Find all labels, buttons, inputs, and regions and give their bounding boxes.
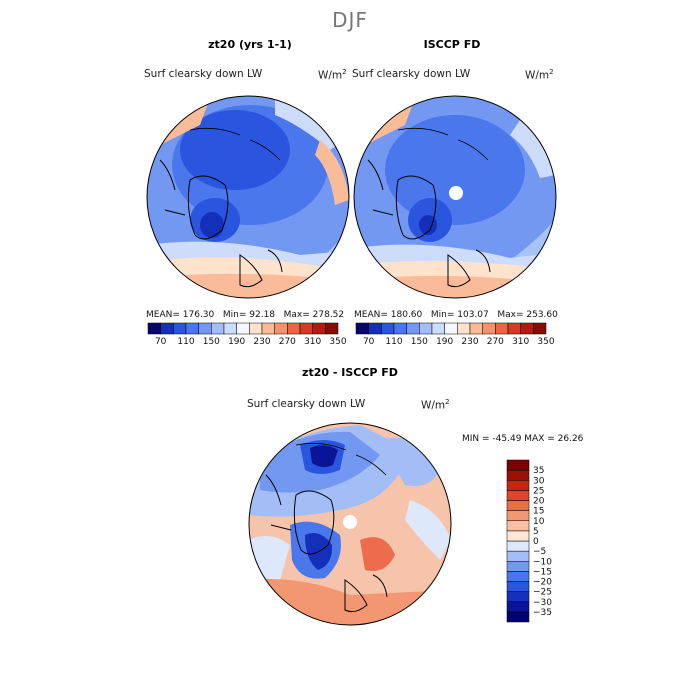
colorbar-3-tick-label: −10 [533, 557, 552, 567]
panel-2-title: ISCCP FD [423, 38, 481, 51]
colorbar-2-swatch [495, 322, 509, 335]
colorbar-1-swatch [236, 322, 250, 335]
colorbar-2-swatch [355, 322, 369, 335]
colorbar-3-swatch [506, 561, 530, 572]
colorbar-1-swatch [160, 322, 174, 335]
colorbar-1-swatch [198, 322, 212, 335]
colorbar-3-tick-label: −20 [533, 578, 552, 588]
colorbar-2-tick-label: 310 [512, 337, 529, 347]
colorbar-1-swatch [325, 322, 339, 335]
colorbar-3-tick-label: −35 [533, 608, 552, 618]
colorbar-2-swatch [368, 322, 382, 335]
colorbar-2-tick-label: 70 [363, 337, 375, 347]
panel-3-variable: Surf clearsky down LW [247, 398, 366, 410]
panel-1-units: W/m2 [318, 68, 347, 82]
colorbar-2-swatch [381, 322, 395, 335]
map-panel-3 [249, 423, 451, 625]
colorbar-1-swatch [223, 322, 237, 335]
colorbar-2-swatch [457, 322, 471, 335]
colorbar-3-swatch [506, 469, 530, 481]
colorbar-1-swatch [185, 322, 199, 335]
colorbar-1-swatch [249, 322, 263, 335]
colorbar-1-swatch [147, 322, 161, 335]
colorbar-1-tick-label: 70 [155, 337, 167, 347]
colorbar-2-swatch [482, 322, 496, 335]
colorbar-2-swatch [406, 322, 420, 335]
colorbar-1-tick-label: 230 [253, 337, 270, 347]
panel-3-stats: MIN = -45.49 MAX = 26.26 [462, 434, 584, 444]
colorbar-1-swatch [211, 322, 225, 335]
colorbar-3-tick-label: −30 [533, 598, 552, 608]
colorbar-1-tick-label: 110 [177, 337, 194, 347]
colorbar-3-swatch [506, 540, 530, 552]
colorbar-3-tick-label: 20 [533, 497, 545, 507]
colorbar-2-tick-label: 190 [436, 337, 453, 347]
colorbar-1-swatch [299, 322, 313, 335]
colorbar-3-tick-label: 30 [533, 476, 545, 486]
colorbar-3-swatch [506, 550, 530, 562]
colorbar-1-tick-label: 270 [279, 337, 296, 347]
colorbar-3-swatch [506, 581, 530, 592]
colorbar-panel-2: 70 110 150 190 230 270 310 350 [355, 322, 555, 347]
panel-3-title: zt20 - ISCCP FD [302, 366, 398, 379]
colorbar-1-swatch [173, 322, 187, 335]
colorbar-1-tick-label: 310 [304, 337, 321, 347]
colorbar-3-tick-label: 5 [533, 527, 539, 537]
colorbar-2-swatch [507, 322, 521, 335]
colorbar-2-swatch [444, 322, 458, 335]
colorbar-2-swatch [419, 322, 433, 335]
colorbar-3-swatch [506, 510, 530, 521]
colorbar-3-swatch [506, 611, 530, 623]
colorbar-1-tick-label: 350 [329, 337, 346, 347]
colorbar-3-swatch [506, 591, 530, 602]
colorbar-3-swatch [506, 571, 530, 582]
colorbar-3-tick-label: 15 [533, 507, 544, 517]
colorbar-2-tick-label: 230 [461, 337, 478, 347]
colorbar-3-swatch [506, 500, 530, 511]
colorbar-3-swatch [506, 530, 530, 542]
colorbar-3-tick-label: −25 [533, 588, 552, 598]
colorbar-1-swatch [274, 322, 288, 335]
colorbar-1-swatch [261, 322, 275, 335]
panel-2-stats: MEAN= 180.60 Min= 103.07 Max= 253.60 [354, 310, 558, 320]
colorbar-2-tick-label: 150 [411, 337, 428, 347]
colorbar-2-swatch [393, 322, 407, 335]
colorbar-panel-1: 70 110 150 190 230 270 310 350 [147, 322, 347, 347]
colorbar-1-tick-label: 190 [228, 337, 245, 347]
colorbar-2-tick-label: 350 [537, 337, 554, 347]
colorbar-3-tick-label: 0 [533, 537, 539, 547]
map-panel-1 [147, 96, 349, 298]
panel-3-units: W/m2 [421, 398, 450, 412]
colorbar-1-swatch [312, 322, 326, 335]
colorbar-1-swatch [287, 322, 301, 335]
colorbar-2-swatch [533, 322, 547, 335]
colorbar-2-tick-label: 110 [385, 337, 402, 347]
colorbar-3-tick-label: 10 [533, 517, 545, 527]
map-panel-2 [354, 96, 556, 298]
colorbar-3-swatch [506, 601, 530, 613]
colorbar-2-tick-label: 270 [487, 337, 504, 347]
panel-1-variable: Surf clearsky down LW [144, 68, 263, 80]
colorbar-1-tick-label: 150 [203, 337, 220, 347]
panel-2-variable: Surf clearsky down LW [352, 68, 471, 80]
page-title: DJF [332, 8, 368, 32]
colorbar-3-swatch [506, 459, 530, 471]
colorbar-3-swatch [506, 490, 530, 501]
colorbar-3-swatch [506, 520, 530, 532]
colorbar-3-tick-label: −5 [533, 547, 546, 557]
colorbar-2-swatch [431, 322, 445, 335]
colorbar-3-swatch [506, 480, 530, 491]
colorbar-3-tick-label: −15 [533, 567, 552, 577]
panel-2-units: W/m2 [525, 68, 554, 82]
colorbar-2-swatch [469, 322, 483, 335]
panel-1-stats: MEAN= 176.30 Min= 92.18 Max= 278.52 [146, 310, 345, 320]
colorbar-3-tick-label: 35 [533, 466, 544, 476]
colorbar-3-tick-label: 25 [533, 486, 544, 496]
colorbar-2-swatch [520, 322, 534, 335]
panel-1-title: zt20 (yrs 1-1) [208, 38, 292, 51]
